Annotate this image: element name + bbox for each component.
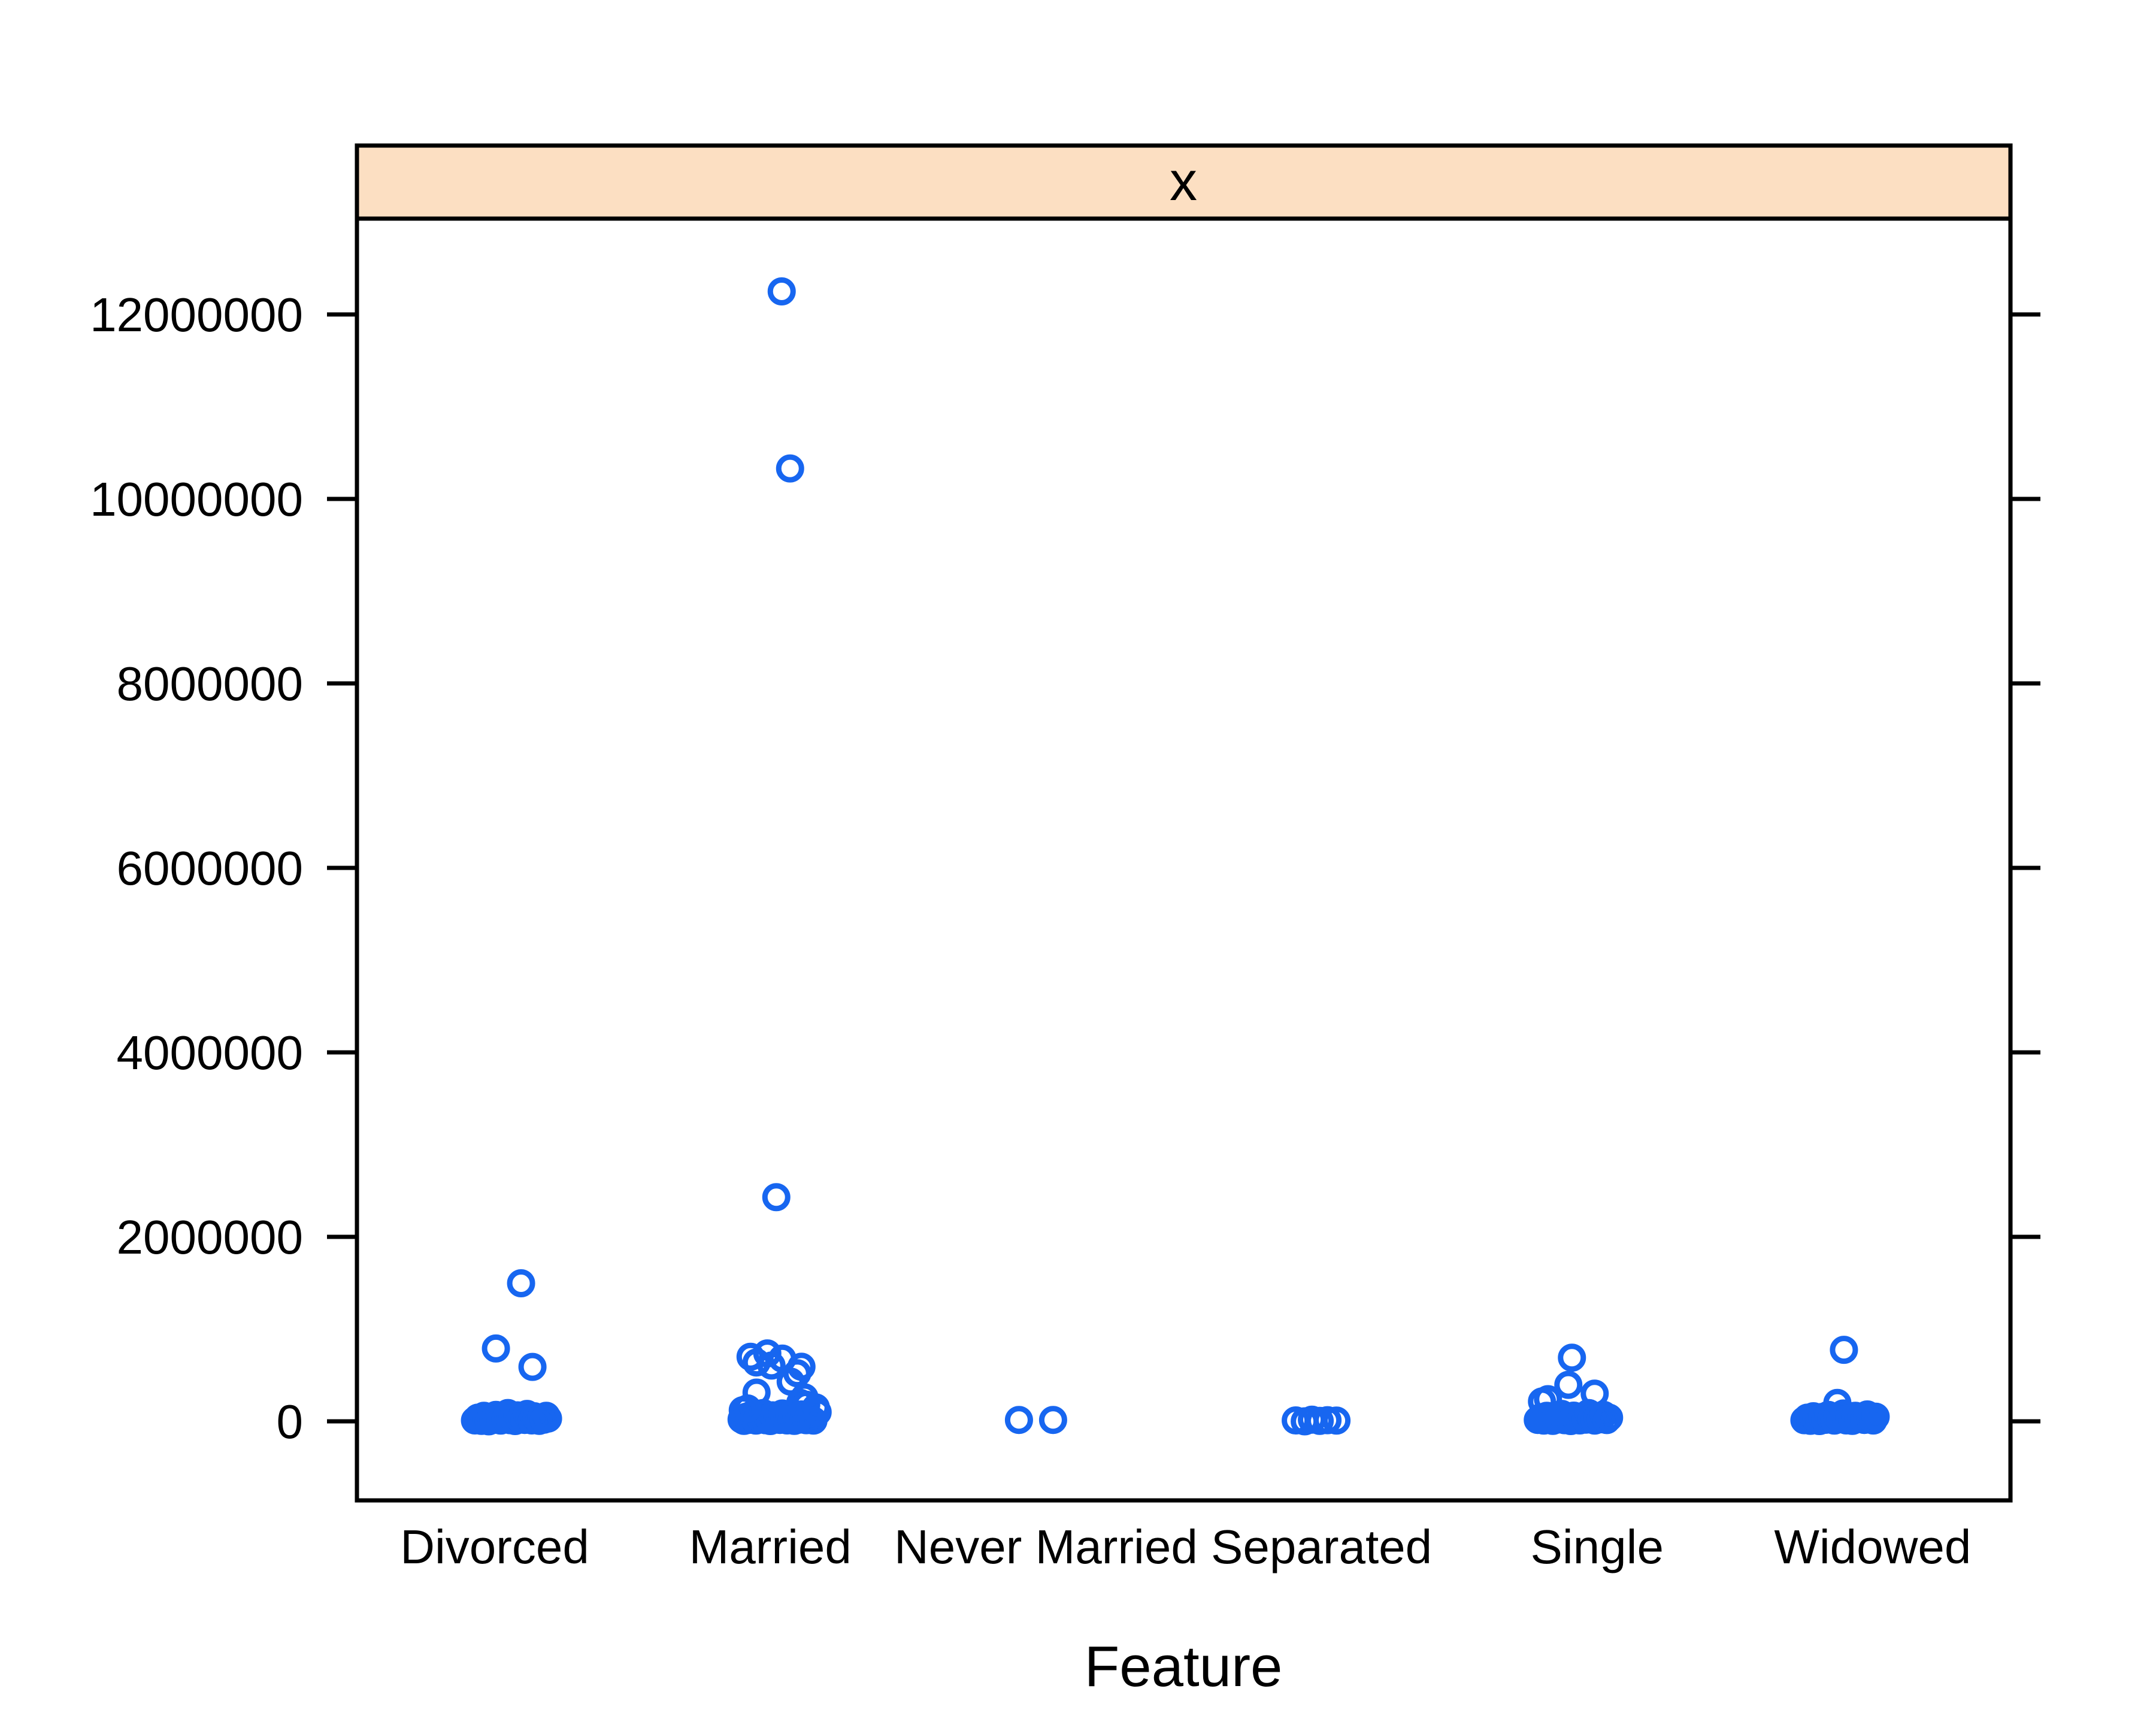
strip-header — [355, 143, 2013, 221]
y-tick-label: 12000000 — [90, 288, 303, 341]
data-point — [1558, 1343, 1586, 1372]
data-point — [518, 1352, 547, 1381]
data-point — [1861, 1402, 1890, 1431]
data-point — [1038, 1406, 1067, 1435]
strip-title: x — [1170, 151, 1197, 212]
data-point — [1595, 1403, 1624, 1432]
data-point — [742, 1348, 771, 1377]
data-point — [803, 1398, 832, 1427]
x-axis-category-labels: Divorced Married Never Married Separated Sin… — [400, 1520, 1971, 1573]
x-axis-title: Feature — [1085, 1635, 1283, 1699]
y-axis-left: 0 2000000 4000000 6000000 8000000 10000000 120… — [90, 288, 357, 1448]
x-category-label: Widowed — [1774, 1520, 1971, 1573]
y-axis-right — [2010, 312, 2040, 1424]
data-point — [1313, 1406, 1342, 1435]
y-tick-label: 6000000 — [117, 842, 303, 895]
data-point — [482, 1334, 510, 1363]
y-tick-label: 0 — [277, 1395, 304, 1448]
data-point — [534, 1404, 562, 1433]
x-category-label: Separated — [1211, 1520, 1432, 1573]
data-point — [762, 1183, 791, 1212]
x-category-label: Never Married — [894, 1520, 1198, 1573]
data-point — [507, 1269, 535, 1297]
x-category-label: Married — [689, 1520, 852, 1573]
data-point — [1830, 1336, 1858, 1364]
data-point — [776, 454, 804, 483]
x-category-label: Single — [1531, 1520, 1664, 1573]
data-point — [768, 1344, 797, 1373]
data-point — [1322, 1406, 1351, 1435]
data-point — [1004, 1406, 1033, 1435]
y-tick-label: 8000000 — [117, 657, 303, 710]
y-tick-label: 2000000 — [117, 1210, 303, 1264]
y-tick-label: 10000000 — [90, 473, 303, 526]
data-point — [733, 1394, 762, 1423]
plot-panel-border — [355, 216, 2013, 1503]
y-tick-label: 4000000 — [117, 1026, 303, 1079]
x-category-label: Divorced — [400, 1520, 589, 1573]
data-points — [461, 277, 1890, 1436]
data-point — [767, 277, 796, 305]
data-point — [1554, 1370, 1583, 1399]
